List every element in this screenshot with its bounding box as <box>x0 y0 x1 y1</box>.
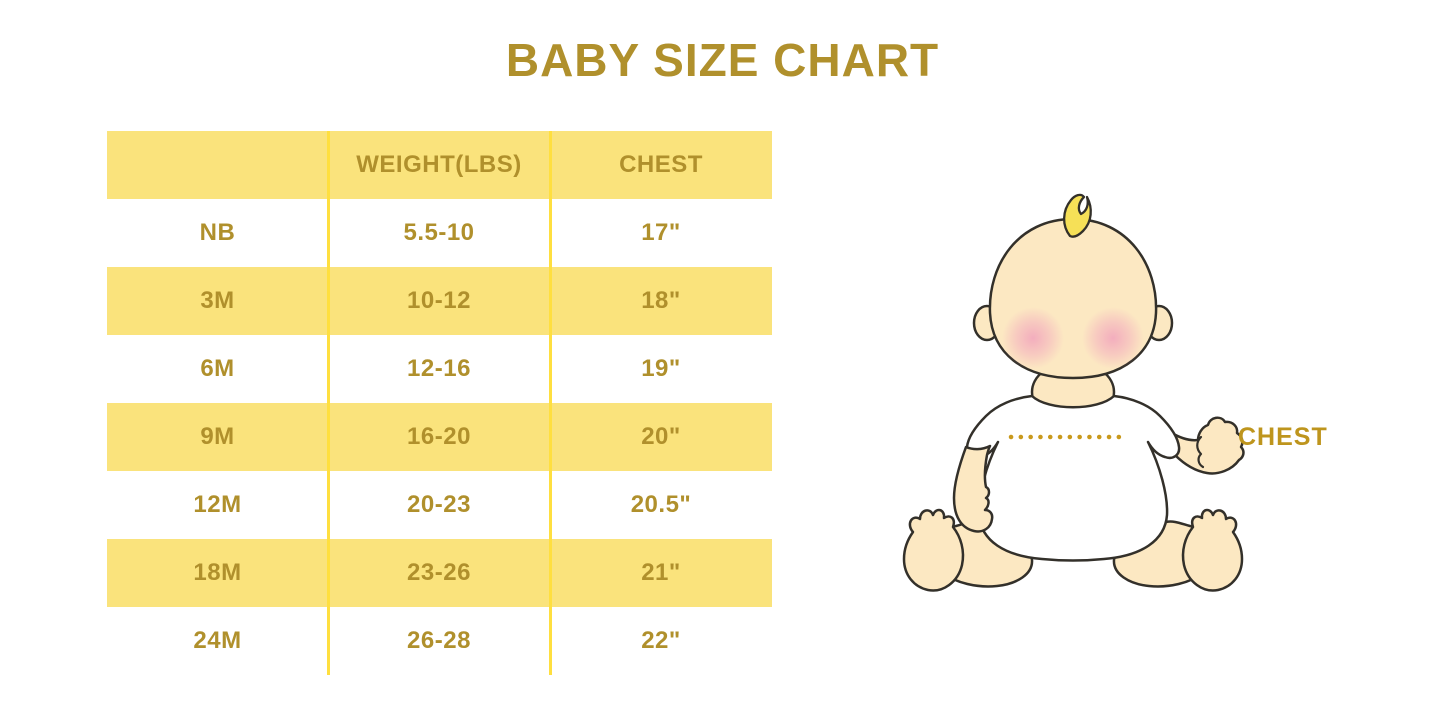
size-table: WEIGHT(LBS) CHEST NB 5.5-10 17" 3M 10-12… <box>107 131 772 675</box>
chest-cell: 22" <box>641 627 681 654</box>
baby-left-cheek <box>1002 307 1064 369</box>
baby-right-arm-fist <box>1168 416 1245 475</box>
chest-cell: 20" <box>641 423 681 450</box>
column-header-weight: WEIGHT(LBS) <box>356 151 522 178</box>
weight-cell: 26-28 <box>407 627 471 654</box>
chest-label: CHEST <box>1238 423 1328 451</box>
page-title: BABY SIZE CHART <box>505 34 940 86</box>
size-cell: 12M <box>193 491 242 518</box>
column-divider-2 <box>549 131 552 675</box>
column-header-size <box>107 131 328 199</box>
weight-cell: 20-23 <box>407 491 471 518</box>
table-row: 18M 23-26 21" <box>107 539 772 607</box>
weight-cell: 16-20 <box>407 423 471 450</box>
size-cell: 3M <box>200 287 235 314</box>
size-cell: 18M <box>193 559 242 586</box>
table-row: NB 5.5-10 17" <box>107 199 772 267</box>
baby-onesie <box>965 394 1181 562</box>
column-header-chest: CHEST <box>619 151 703 178</box>
size-cell: 9M <box>200 423 235 450</box>
table-row: 24M 26-28 22" <box>107 607 772 675</box>
size-table-body: NB 5.5-10 17" 3M 10-12 18" 6M 12-16 19" … <box>107 199 772 675</box>
table-row: 3M 10-12 18" <box>107 267 772 335</box>
baby-left-arm-hand <box>952 444 994 533</box>
table-header-row: WEIGHT(LBS) CHEST <box>107 131 772 199</box>
weight-cell: 12-16 <box>407 355 471 382</box>
weight-cell: 23-26 <box>407 559 471 586</box>
chest-cell: 21" <box>641 559 681 586</box>
column-divider-1 <box>327 131 330 675</box>
table-row: 9M 16-20 20" <box>107 403 772 471</box>
baby-illustration <box>902 193 1245 592</box>
baby-hair-tuft-icon <box>1062 193 1092 238</box>
baby-right-cheek <box>1082 307 1144 369</box>
table-row: 6M 12-16 19" <box>107 335 772 403</box>
size-cell: NB <box>199 219 236 246</box>
weight-cell: 5.5-10 <box>403 219 475 246</box>
size-cell: 24M <box>193 627 242 654</box>
weight-cell: 10-12 <box>407 287 471 314</box>
chest-cell: 17" <box>641 219 681 246</box>
table-row: 12M 20-23 20.5" <box>107 471 772 539</box>
chest-cell: 18" <box>641 287 681 314</box>
chest-cell: 20.5" <box>630 491 692 518</box>
chest-cell: 19" <box>641 355 681 382</box>
size-cell: 6M <box>200 355 235 382</box>
